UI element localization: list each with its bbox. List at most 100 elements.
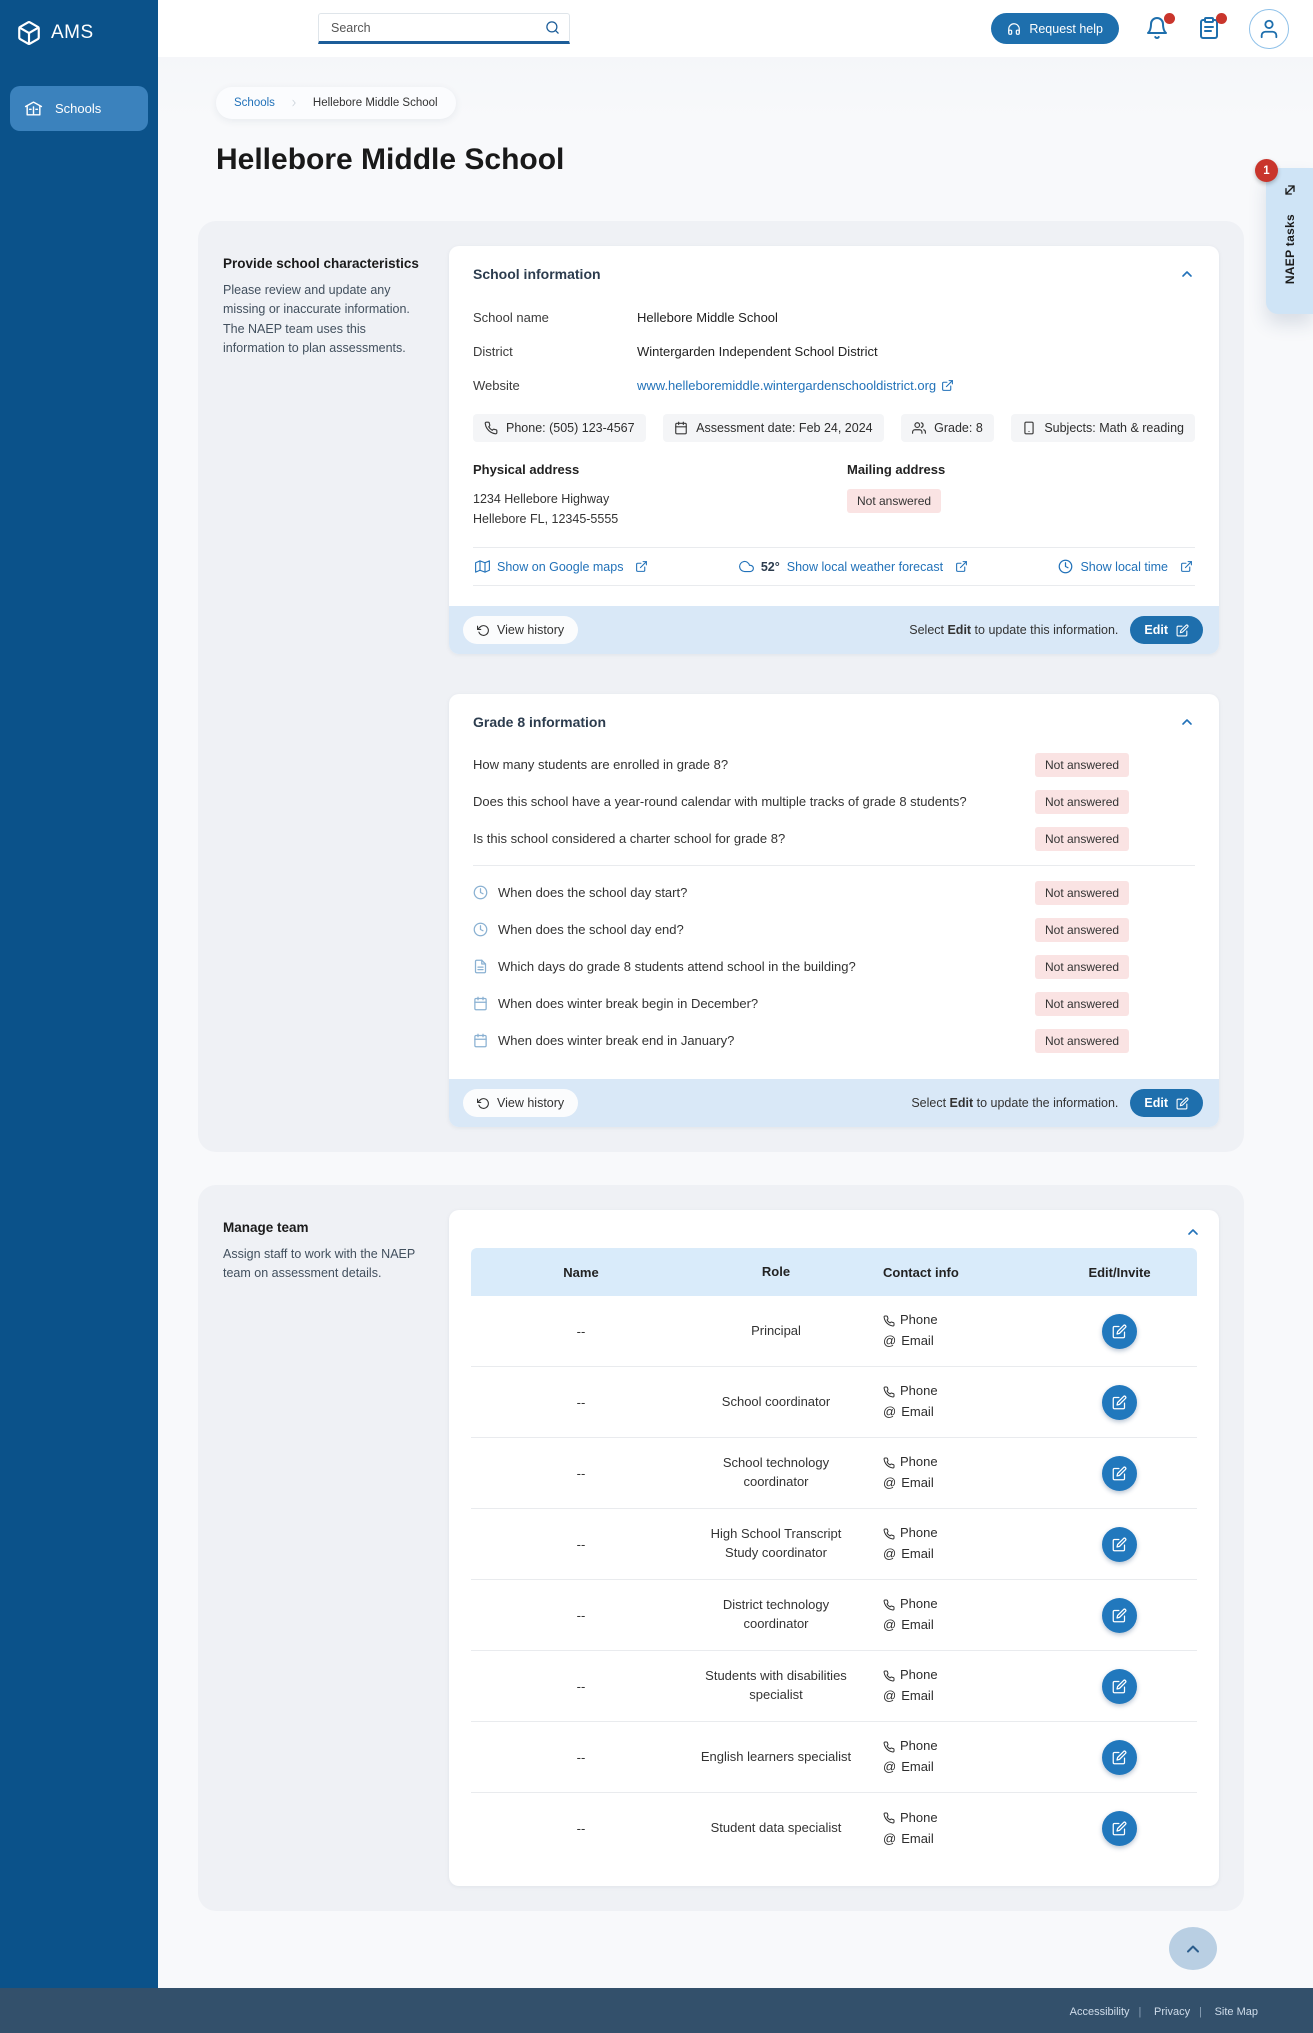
app-logo: AMS <box>10 14 148 86</box>
footer-link[interactable]: Site Map <box>1214 2006 1258 2018</box>
column-role: Role <box>761 1263 791 1279</box>
edit-icon <box>1112 1679 1127 1694</box>
subjects-chip: Subjects: Math & reading <box>1011 414 1195 442</box>
member-contact: Phone @ Email <box>861 1808 1041 1850</box>
temperature-value: 52° <box>760 559 780 574</box>
field-label: District <box>473 343 513 359</box>
assessment-date-chip-label: Assessment date: Feb 24, 2024 <box>696 421 873 435</box>
weather-label: Show local weather forecast <box>786 559 944 574</box>
edit-icon <box>1112 1821 1127 1836</box>
edit-invite-button[interactable] <box>1102 1455 1137 1491</box>
phone-icon <box>883 1812 895 1824</box>
mailing-address-label: Mailing address <box>847 462 946 477</box>
expand-icon <box>1282 182 1298 198</box>
chevron-up-icon <box>1183 1939 1203 1959</box>
edit-button[interactable]: Edit <box>1130 1089 1203 1117</box>
edit-invite-button[interactable] <box>1102 1526 1137 1562</box>
notifications-button[interactable] <box>1145 12 1175 42</box>
google-maps-link[interactable]: Show on Google maps <box>475 559 648 574</box>
tasks-button[interactable] <box>1197 12 1227 42</box>
search-icon[interactable] <box>545 20 560 35</box>
edit-invite-button[interactable] <box>1102 1597 1137 1633</box>
characteristics-description: Please review and update any missing or … <box>223 283 410 356</box>
scroll-to-top-button[interactable] <box>1169 1927 1217 1970</box>
grade8-question-list: How many students are enrolled in grade … <box>473 746 1195 1059</box>
edit-hint-area: Select Edit to update this information. … <box>909 616 1203 644</box>
view-history-button[interactable]: View history <box>463 616 579 644</box>
field-website: Website www.helleboremiddle.wintergarden… <box>473 368 1195 402</box>
member-role: School coordinator <box>721 1393 831 1409</box>
team-card: Name Role Contact info Edit/Invite -- Pr… <box>449 1210 1219 1886</box>
topbar-actions: Request help <box>991 8 1289 49</box>
main-area: Request help Schools Hellebore <box>158 0 1313 1988</box>
member-name: -- <box>576 1607 586 1623</box>
contact-phone: Phone <box>883 1310 1041 1331</box>
phone-icon <box>883 1457 895 1469</box>
edit-invite-button[interactable] <box>1102 1739 1137 1775</box>
district-link[interactable]: Wintergarden Independent School District <box>637 343 878 359</box>
website-link-wrap: www.helleboremiddle.wintergardenschooldi… <box>637 378 954 393</box>
edit-icon <box>1112 1608 1127 1623</box>
at-icon: @ <box>883 1333 897 1348</box>
question-text: Is this school considered a charter scho… <box>473 831 786 846</box>
collapse-chevron-icon[interactable] <box>1179 266 1195 282</box>
google-maps-label: Show on Google maps <box>497 559 624 574</box>
edit-button[interactable]: Edit <box>1130 616 1203 644</box>
mailing-address: Mailing address Not answered <box>847 462 945 529</box>
footer-link-wrap: Site Map| <box>1215 2003 1258 2018</box>
contact-email: @ Email <box>883 1473 1041 1494</box>
column-name: Name <box>563 1264 599 1280</box>
question-text: When does winter break end in January? <box>498 1033 735 1048</box>
team-table-header: Name Role Contact info Edit/Invite <box>471 1248 1197 1296</box>
edit-invite-button[interactable] <box>1102 1668 1137 1704</box>
mailing-address-status-badge: Not answered <box>847 489 942 513</box>
search-input[interactable] <box>318 13 570 44</box>
member-role: Students with disabilities specialist <box>705 1668 847 1702</box>
question-row: Is this school considered a charter scho… <box>473 820 1195 857</box>
edit-invite-button[interactable] <box>1102 1384 1137 1420</box>
team-table: Name Role Contact info Edit/Invite -- Pr… <box>471 1248 1197 1864</box>
footer-link[interactable]: Accessibility <box>1069 2006 1130 2018</box>
manage-team-heading: Manage team <box>223 1220 309 1235</box>
local-time-link[interactable]: Show local time <box>1058 559 1193 574</box>
edit-invite-button[interactable] <box>1102 1313 1137 1349</box>
contact-email: @ Email <box>883 1686 1041 1707</box>
member-role: District technology coordinator <box>722 1597 830 1631</box>
naep-tasks-label: NAEP tasks <box>1282 214 1297 285</box>
at-icon: @ <box>883 1688 897 1703</box>
page-content: Schools Hellebore Middle School Hellebor… <box>158 57 1313 1988</box>
manage-team-cards: Name Role Contact info Edit/Invite -- Pr… <box>449 1210 1219 1886</box>
calendar-icon <box>674 421 688 435</box>
school-information-title: School information <box>473 266 601 282</box>
sidebar-item-schools[interactable]: Schools <box>10 86 148 131</box>
website-link[interactable]: www.helleboremiddle.wintergardenschooldi… <box>637 377 937 393</box>
contact-email: @ Email <box>883 1829 1041 1850</box>
request-help-button[interactable]: Request help <box>991 13 1119 44</box>
footer-link-wrap: Privacy | <box>1154 2003 1211 2018</box>
phone-chip-label: Phone: (505) 123-4567 <box>506 421 635 435</box>
view-history-button[interactable]: View history <box>463 1089 579 1117</box>
account-button[interactable] <box>1249 8 1289 49</box>
edit-invite-button[interactable] <box>1102 1811 1137 1846</box>
notification-badge <box>1164 12 1175 24</box>
subjects-chip-label: Subjects: Math & reading <box>1044 421 1184 435</box>
footer-link[interactable]: Privacy <box>1154 2006 1191 2018</box>
edit-hint: Select Edit to update the information. <box>911 1096 1119 1110</box>
page-title: Hellebore Middle School <box>216 143 565 176</box>
collapse-chevron-icon[interactable] <box>1185 1224 1201 1240</box>
footer-link-wrap: Accessibility | <box>1070 2003 1151 2018</box>
grade8-information-card: Grade 8 information How many students ar… <box>449 694 1219 1127</box>
breadcrumb-schools[interactable]: Schools <box>234 97 275 109</box>
edit-button-label: Edit <box>1144 1096 1168 1110</box>
collapse-chevron-icon[interactable] <box>1179 714 1195 730</box>
field-district: District Wintergarden Independent School… <box>473 334 1195 368</box>
site-footer: Accessibility | Privacy | Site Map| <box>0 1988 1313 2033</box>
footer-separator: | <box>1138 2006 1142 2018</box>
contact-phone: Phone <box>883 1381 1041 1402</box>
field-school-name: School name Hellebore Middle School <box>473 300 1195 334</box>
view-history-label: View history <box>497 1096 565 1110</box>
question-row: When does winter break end in January? N… <box>473 1022 1195 1059</box>
weather-link[interactable]: 52° Show local weather forecast <box>739 559 968 574</box>
field-label: Website <box>473 377 520 393</box>
naep-tasks-tab[interactable]: 1 NAEP tasks <box>1255 159 1313 314</box>
